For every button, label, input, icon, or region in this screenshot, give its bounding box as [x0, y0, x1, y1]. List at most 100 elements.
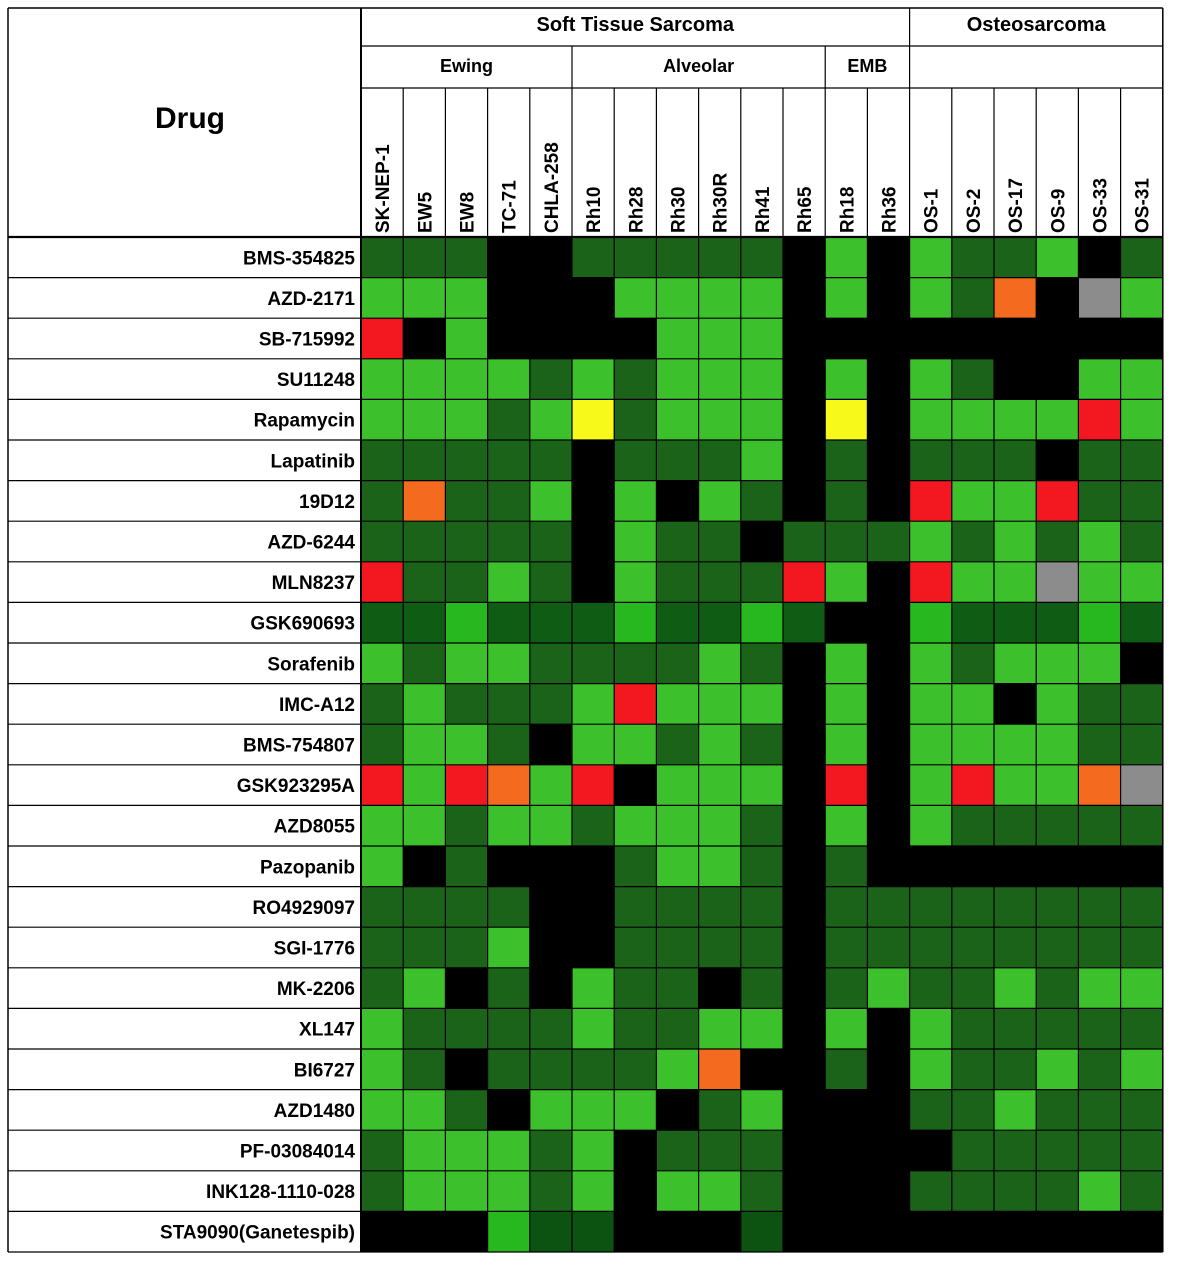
heatmap-cell: [487, 764, 530, 806]
column-label: Rh10: [584, 187, 605, 233]
heatmap-cell: [572, 561, 615, 603]
heatmap-cell: [487, 561, 530, 603]
row-label: BMS-754807: [243, 736, 355, 757]
heatmap-cell: [361, 561, 404, 603]
heatmap-cell: [1036, 1170, 1079, 1212]
heatmap-cell: [656, 927, 699, 968]
heatmap-cell: [1120, 1008, 1163, 1049]
heatmap-cell: [614, 602, 657, 643]
subgroup-header: Alveolar: [663, 56, 734, 76]
heatmap-cell: [951, 1211, 994, 1252]
heatmap-cell: [1120, 318, 1163, 359]
heatmap-cell: [572, 643, 615, 684]
heatmap-cell: [994, 480, 1037, 522]
heatmap-cell: [994, 440, 1037, 481]
heatmap-cell: [529, 1211, 572, 1252]
heatmap-cell: [994, 927, 1037, 968]
heatmap-cell: [783, 480, 826, 522]
heatmap-cell: [698, 886, 741, 928]
heatmap-cell: [361, 1049, 404, 1090]
heatmap-cell: [867, 927, 910, 968]
heatmap-cell: [572, 927, 615, 968]
heatmap-cell: [783, 643, 826, 684]
heatmap-cell: [740, 480, 783, 522]
heatmap-cell: [951, 318, 994, 359]
heatmap-cell: [614, 643, 657, 684]
heatmap-cell: [825, 805, 868, 846]
heatmap-cell: [825, 1089, 868, 1131]
heatmap-cell: [572, 846, 615, 887]
heatmap-cell: [445, 358, 488, 400]
heatmap-cell: [909, 1211, 952, 1252]
heatmap-cell: [698, 561, 741, 603]
heatmap-cell: [951, 561, 994, 603]
heatmap-cell: [572, 764, 615, 806]
heatmap-cell: [867, 1170, 910, 1212]
heatmap-cell: [529, 1170, 572, 1212]
heatmap-cell: [656, 480, 699, 522]
heatmap-cell: [740, 1089, 783, 1131]
heatmap-cell: [403, 358, 446, 400]
heatmap-cell: [361, 927, 404, 968]
heatmap-cell: [1036, 521, 1079, 562]
heatmap-cell: [1078, 886, 1121, 928]
row-label: XL147: [299, 1020, 355, 1041]
heatmap-cell: [740, 399, 783, 440]
heatmap-cell: [698, 480, 741, 522]
heatmap-cell: [994, 886, 1037, 928]
heatmap-cell: [951, 967, 994, 1009]
heatmap-cell: [1078, 358, 1121, 400]
column-label: Rh28: [626, 187, 647, 233]
heatmap-cell: [445, 724, 488, 765]
heatmap-cell: [487, 1130, 530, 1171]
heatmap-cell: [572, 724, 615, 765]
heatmap-cell: [909, 967, 952, 1009]
heatmap-cell: [445, 805, 488, 846]
header-area: Soft Tissue Sarcoma Osteosarcoma Ewing Alve…: [373, 14, 1154, 233]
heatmap-cell: [529, 318, 572, 359]
heatmap-cells: [361, 237, 1163, 1252]
heatmap-cell: [994, 399, 1037, 440]
heatmap-cell: [403, 1170, 446, 1212]
heatmap-cell: [909, 480, 952, 522]
heatmap-cell: [994, 561, 1037, 603]
heatmap-cell: [1078, 643, 1121, 684]
heatmap-cell: [487, 927, 530, 968]
heatmap-cell: [656, 967, 699, 1009]
heatmap-cell: [698, 805, 741, 846]
heatmap-cell: [403, 561, 446, 603]
heatmap-cell: [614, 1130, 657, 1171]
heatmap-cell: [572, 358, 615, 400]
heatmap-cell: [445, 277, 488, 319]
row-label: STA9090(Ganetespib): [160, 1223, 355, 1244]
heatmap-cell: [698, 846, 741, 887]
heatmap-cell: [698, 927, 741, 968]
heatmap-cell: [1120, 886, 1163, 928]
heatmap-cell: [994, 1008, 1037, 1049]
column-label: Rh41: [753, 186, 774, 233]
row-labels: BMS-354825 AZD-2171 SB-715992 SU11248 Rapamy…: [160, 248, 355, 1243]
heatmap-cell: [361, 643, 404, 684]
heatmap-cell: [656, 846, 699, 887]
heatmap-cell: [614, 967, 657, 1009]
heatmap-cell: [403, 886, 446, 928]
heatmap-cell: [403, 967, 446, 1009]
heatmap-cell: [1120, 927, 1163, 968]
heatmap-cell: [1120, 1130, 1163, 1171]
heatmap-cell: [867, 480, 910, 522]
heatmap-cell: [361, 440, 404, 481]
heatmap-cell: [909, 277, 952, 319]
heatmap-cell: [909, 886, 952, 928]
heatmap-cell: [1036, 399, 1079, 440]
heatmap-cell: [614, 1008, 657, 1049]
heatmap-cell: [994, 846, 1037, 887]
heatmap-cell: [572, 967, 615, 1009]
heatmap-cell: [487, 602, 530, 643]
heatmap-cell: [825, 277, 868, 319]
heatmap-cell: [909, 1049, 952, 1090]
heatmap-cell: [698, 237, 741, 278]
group-header: Osteosarcoma: [967, 14, 1107, 36]
heatmap-cell: [403, 318, 446, 359]
heatmap-cell: [951, 683, 994, 725]
heatmap-cell: [1078, 1170, 1121, 1212]
